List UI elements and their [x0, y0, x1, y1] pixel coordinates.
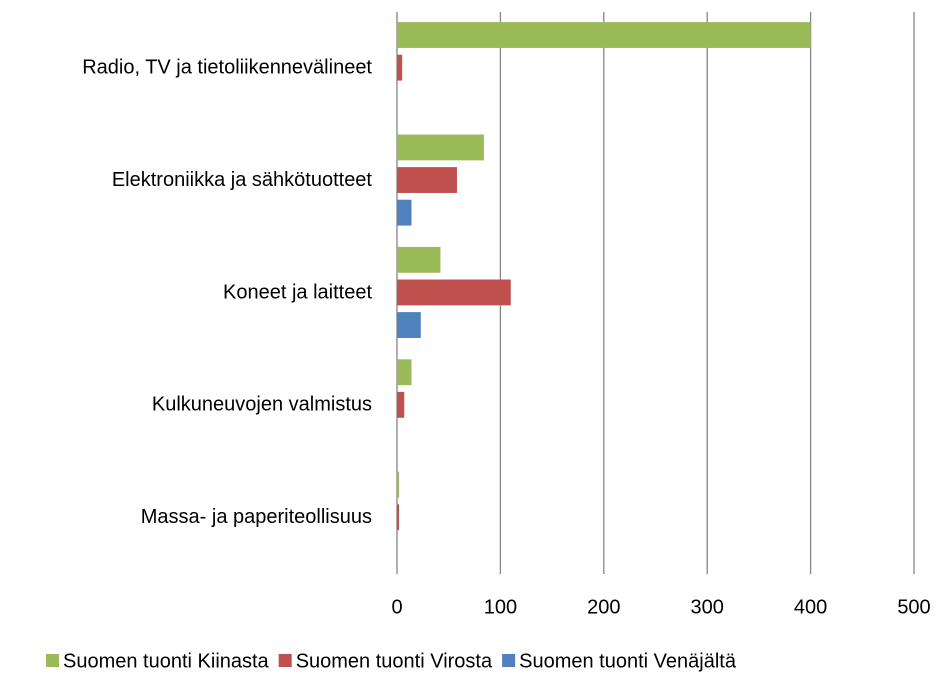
- legend-swatch: [502, 654, 516, 667]
- legend-label: Suomen tuonti Virosta: [296, 650, 493, 672]
- x-tick-label: 300: [691, 596, 724, 618]
- bar: [397, 134, 484, 161]
- bar: [397, 359, 412, 386]
- bar: [397, 167, 457, 193]
- bar: [397, 279, 511, 306]
- y-tick-label: Massa- ja paperiteollisuus: [141, 506, 372, 528]
- legend-swatch: [278, 654, 292, 667]
- bar: [397, 199, 412, 226]
- y-tick-label: Koneet ja laitteet: [223, 281, 372, 303]
- y-tick-label: Radio, TV ja tietoliikennevälineet: [82, 56, 372, 78]
- legend-swatch: [46, 654, 59, 667]
- legend-label: Suomen tuonti Venäjältä: [519, 650, 737, 672]
- y-tick-label: Kulkuneuvojen valmistus: [152, 394, 372, 416]
- bar: [397, 312, 421, 338]
- bar: [397, 22, 811, 48]
- legend-label: Suomen tuonti Kiinasta: [63, 650, 270, 672]
- x-tick-label: 400: [794, 596, 827, 618]
- x-tick-label: 200: [587, 596, 620, 618]
- bar: [397, 246, 441, 273]
- bar: [397, 391, 405, 418]
- y-tick-label: Elektroniikka ja sähkötuotteet: [112, 169, 373, 191]
- x-tick-label: 500: [897, 596, 930, 618]
- x-tick-label: 100: [484, 596, 517, 618]
- bar: [397, 54, 403, 81]
- bar: [397, 504, 400, 531]
- bar: [397, 471, 400, 498]
- x-tick-label: 0: [391, 596, 402, 618]
